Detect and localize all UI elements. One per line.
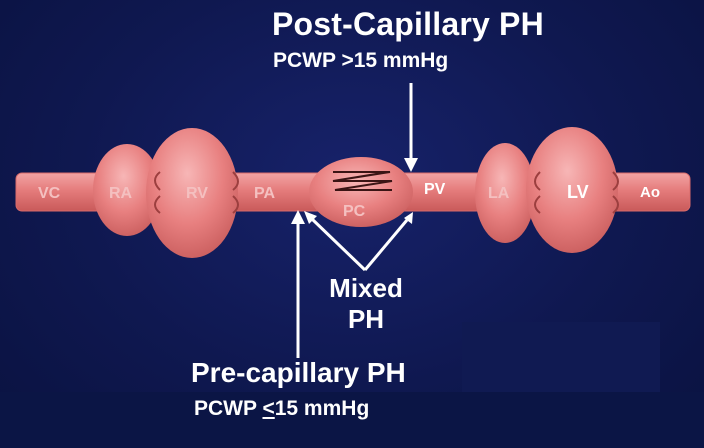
mitral-valve bbox=[534, 171, 541, 214]
capillary-network-icon bbox=[332, 171, 393, 191]
left-ventricle bbox=[526, 127, 618, 253]
label-la: LA bbox=[488, 185, 510, 202]
pulmonary-capillaries bbox=[309, 157, 413, 227]
pre-capillary-criterion: PCWP <15 mmHg bbox=[194, 397, 369, 421]
mixed-arrowhead-right bbox=[404, 212, 413, 224]
aortic-valve bbox=[612, 171, 619, 214]
label-pa: PA bbox=[254, 185, 275, 202]
mixed-arrow-right bbox=[363, 219, 409, 271]
pre-criterion-symbol: < bbox=[262, 397, 275, 420]
post-capillary-arrowhead bbox=[404, 158, 418, 172]
label-pc: PC bbox=[343, 203, 366, 220]
label-ao: Ao bbox=[640, 184, 660, 201]
label-lv: LV bbox=[567, 182, 589, 202]
right-ventricle bbox=[146, 128, 238, 258]
pre-capillary-arrowhead bbox=[291, 210, 305, 224]
mixed-ph-label: Mixed PH bbox=[318, 273, 414, 335]
pre-criterion-prefix: PCWP bbox=[194, 397, 263, 420]
post-capillary-criterion: PCWP >15 mmHg bbox=[273, 49, 449, 72]
label-vc: VC bbox=[38, 185, 61, 202]
mixed-line1: Mixed bbox=[329, 273, 403, 303]
post-capillary-title: Post-Capillary PH bbox=[272, 6, 544, 42]
mixed-arrowhead-left bbox=[304, 211, 317, 224]
mixed-line2: PH bbox=[347, 304, 385, 334]
pre-capillary-title: Pre-capillary PH bbox=[191, 357, 406, 388]
pulmonary-valve bbox=[232, 171, 239, 214]
label-rv: RV bbox=[186, 185, 208, 202]
left-atrium bbox=[475, 143, 535, 243]
pre-criterion-suffix: 15 mmHg bbox=[274, 397, 370, 420]
arrows bbox=[291, 83, 418, 358]
mixed-arrow-left bbox=[310, 217, 367, 272]
background-band bbox=[0, 392, 704, 448]
label-ra: RA bbox=[109, 185, 133, 202]
tricuspid-valve bbox=[154, 171, 161, 214]
label-pv: PV bbox=[424, 181, 446, 198]
right-atrium bbox=[93, 144, 161, 236]
background-panel bbox=[462, 322, 660, 392]
